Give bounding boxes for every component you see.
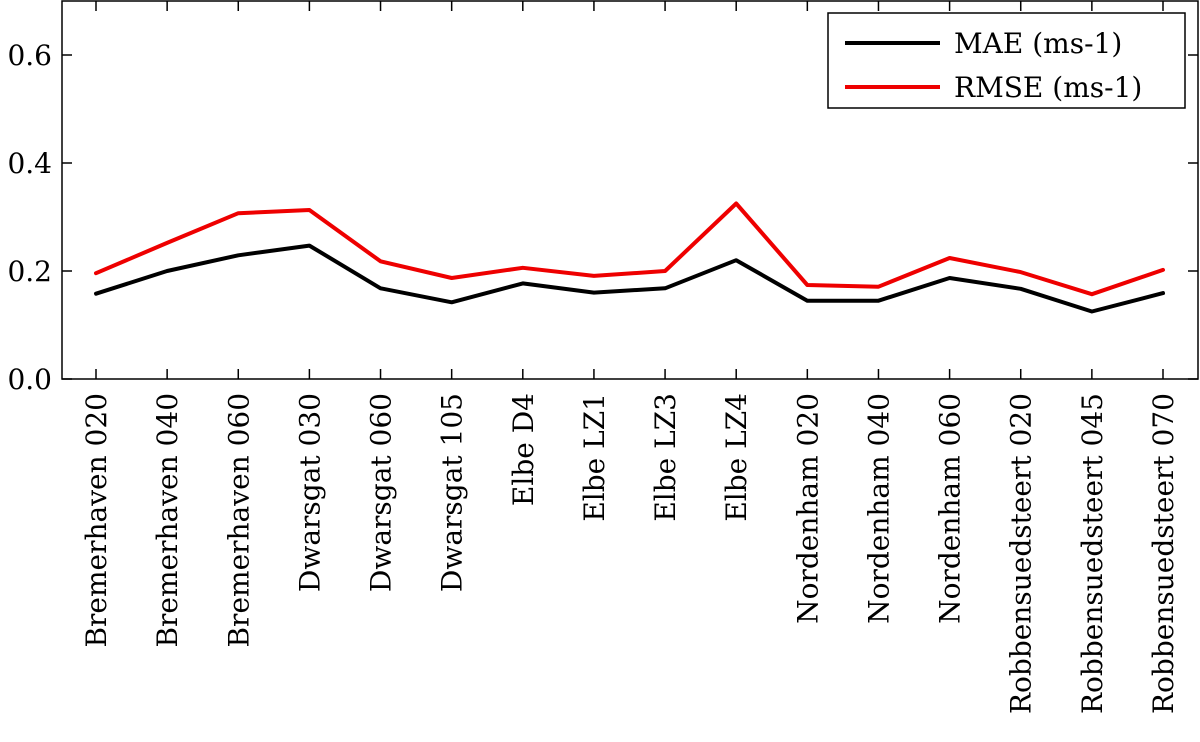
y-tick-label: 0.6 [7, 39, 52, 72]
y-tick-label: 0.4 [7, 147, 52, 180]
x-tick-label: Robbensuedsteert 045 [1076, 393, 1109, 714]
x-axis: Bremerhaven 020 Bremerhaven 040 Bremerhave… [80, 1, 1180, 714]
x-tick-label: Elbe D4 [507, 393, 540, 506]
x-tick-label: Nordenham 060 [934, 393, 967, 624]
x-tick-label: Dwarsgat 030 [293, 393, 326, 592]
y-tick-label: 0.0 [7, 363, 52, 396]
x-tick-label: Elbe LZ1 [578, 393, 611, 522]
legend: MAE (ms-1) RMSE (ms-1) [827, 12, 1186, 109]
legend-label-1: RMSE (ms-1) [954, 71, 1142, 104]
x-tick-label: Elbe LZ3 [649, 393, 682, 522]
x-tick-label: Robbensuedsteert 070 [1147, 393, 1180, 714]
x-tick-label: Elbe LZ4 [720, 393, 753, 522]
x-tick-label: Nordenham 040 [862, 393, 895, 624]
series-line-1 [94, 201, 1165, 297]
legend-box [827, 12, 1186, 109]
y-axis: 0.0 0.2 0.4 0.6 [7, 39, 1198, 396]
y-tick-label: 0.2 [7, 255, 52, 288]
x-tick-label: Robbensuedsteert 020 [1005, 393, 1038, 714]
x-tick-label: Dwarsgat 060 [365, 393, 398, 592]
series-line-0 [94, 243, 1165, 314]
x-tick-label: Bremerhaven 060 [222, 393, 255, 648]
x-tick-label: Nordenham 020 [791, 393, 824, 624]
x-tick-label: Bremerhaven 040 [151, 393, 184, 648]
axes-frame [61, 0, 1199, 380]
x-tick-label: Dwarsgat 105 [436, 393, 469, 592]
plot-area [61, 0, 1199, 380]
legend-label-0: MAE (ms-1) [954, 27, 1122, 60]
x-tick-label: Bremerhaven 020 [80, 393, 113, 648]
series-layer [94, 201, 1165, 314]
